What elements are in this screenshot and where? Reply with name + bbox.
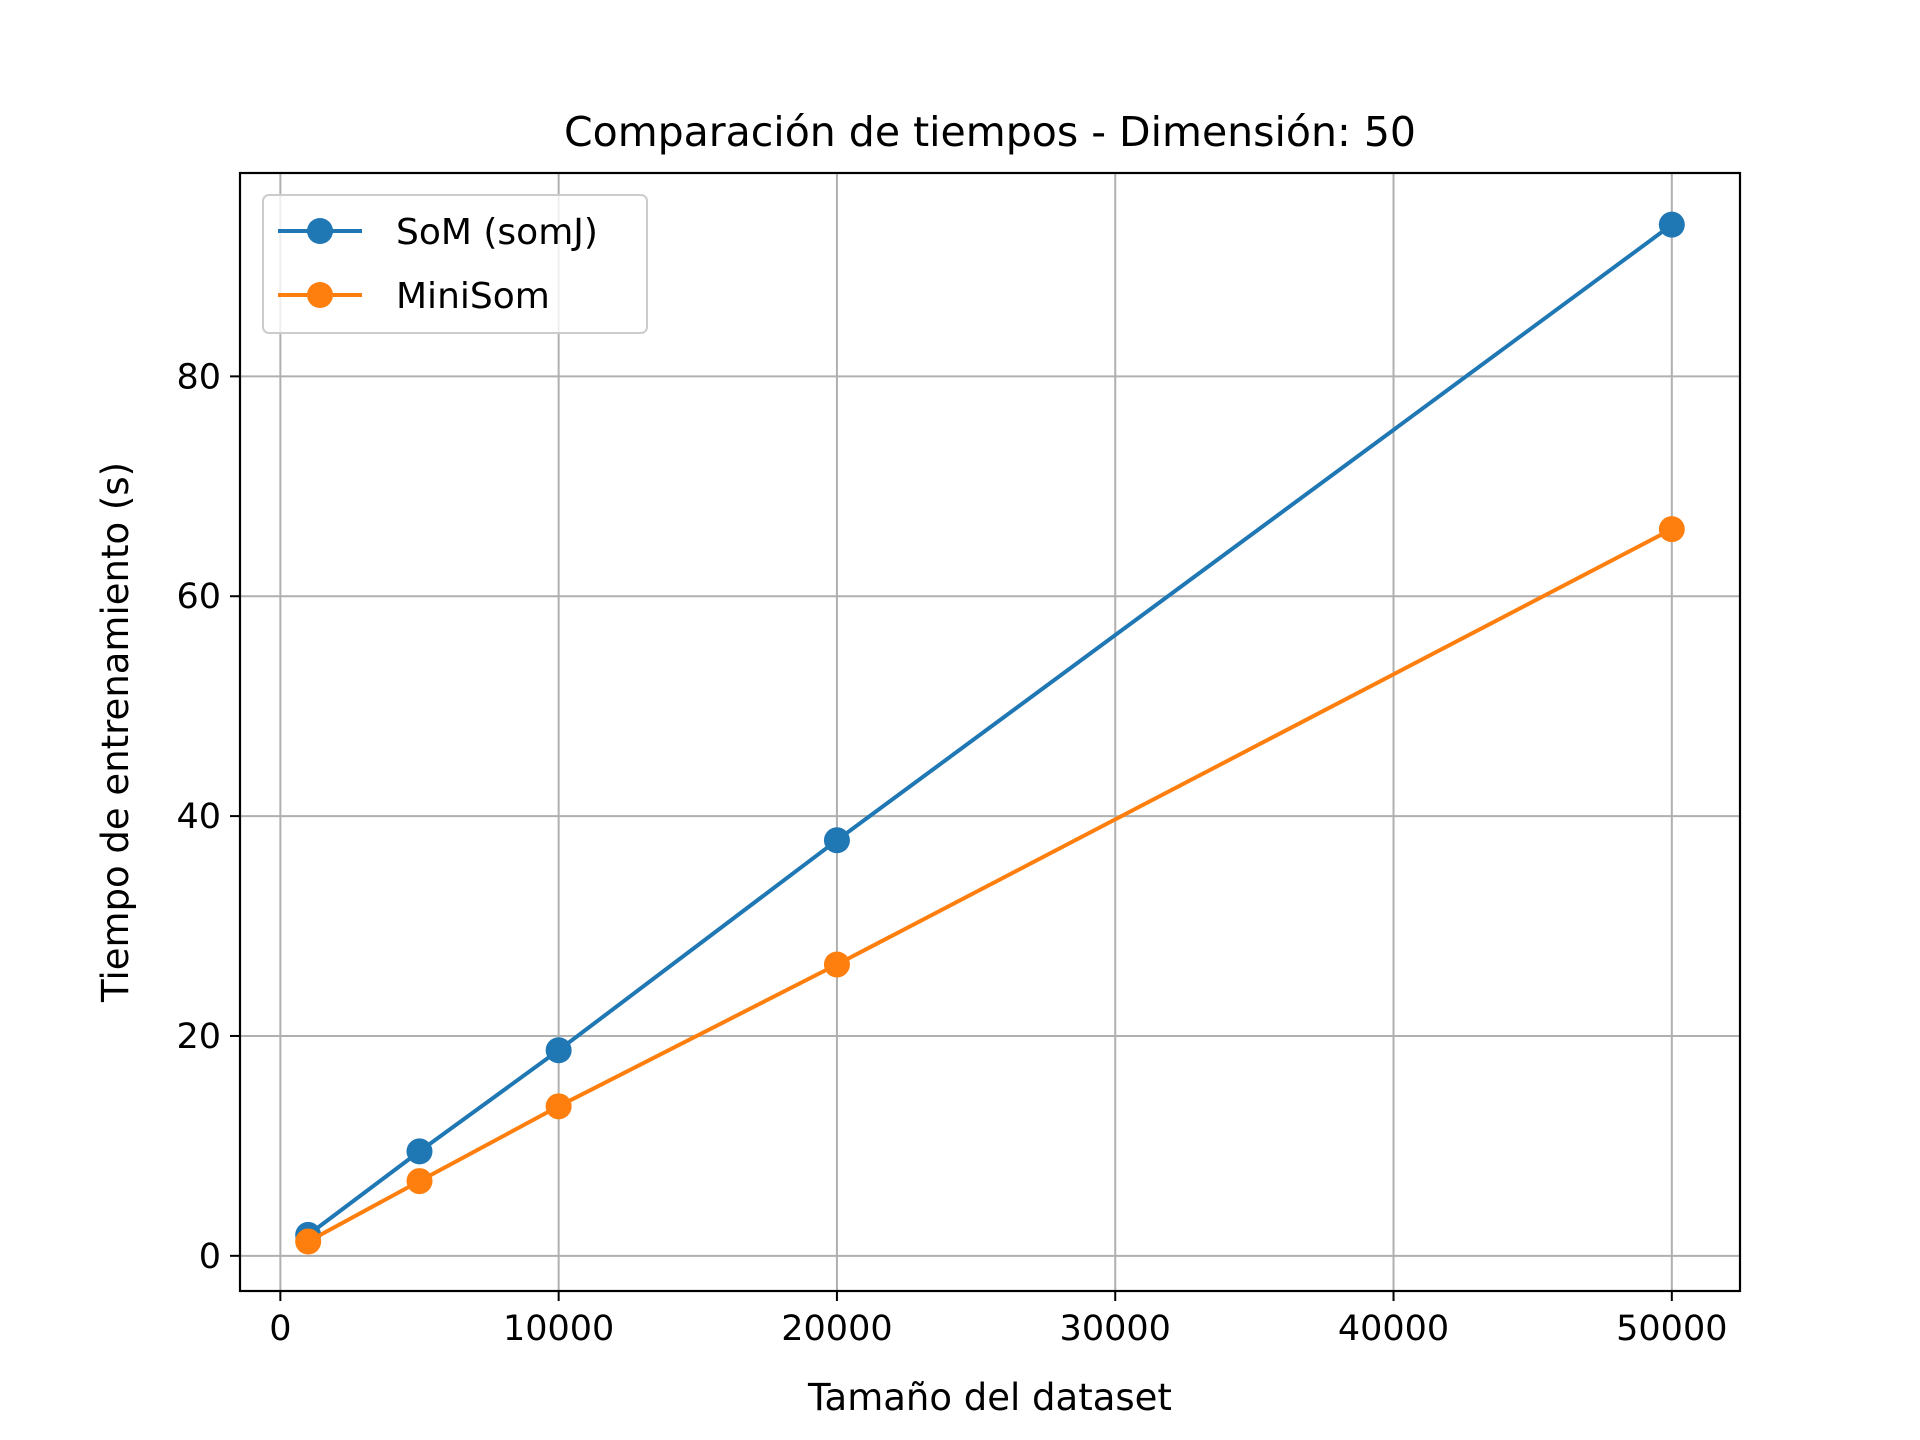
x-tick-label: 20000 (781, 1309, 892, 1349)
legend-label-minisom: MiniSom (396, 276, 550, 317)
y-axis-label: Tiempo de entrenamiento (s) (94, 462, 137, 1003)
y-tick-label: 80 (176, 357, 221, 397)
y-tick-label: 20 (176, 1017, 221, 1057)
x-tick-label: 30000 (1060, 1309, 1171, 1349)
x-tick-label: 0 (269, 1309, 291, 1349)
data-point-som-somj (823, 827, 850, 854)
legend-label-somj: SoM (somJ) (396, 212, 598, 253)
ticks: 0 10000 20000 30000 40000 50000 0 20 40 60 80 (176, 357, 1727, 1349)
chart-title: Comparación de tiempos - Dimensión: 50 (564, 108, 1416, 156)
legend-marker-somj (307, 218, 333, 244)
series-layer (295, 211, 1685, 1255)
data-point-som-somj (545, 1037, 572, 1064)
legend-marker-minisom (307, 282, 333, 308)
y-tick-label: 40 (176, 797, 221, 837)
x-tick-label: 40000 (1338, 1309, 1449, 1349)
x-tick-label: 10000 (503, 1309, 614, 1349)
x-tick-label: 50000 (1616, 1309, 1727, 1349)
y-tick-label: 60 (176, 577, 221, 617)
legend: SoM (somJ) MiniSom (262, 194, 648, 334)
data-point-minisom (823, 951, 850, 978)
data-point-minisom (1658, 516, 1685, 543)
data-point-minisom (295, 1228, 322, 1255)
plot-frame (238, 171, 1742, 1293)
y-tick-label: 0 (199, 1237, 221, 1277)
x-axis-label: Tamaño del dataset (807, 1376, 1172, 1419)
data-point-som-somj (406, 1138, 433, 1165)
data-point-som-somj (1658, 211, 1685, 238)
grid (240, 173, 1740, 1291)
data-point-minisom (545, 1093, 572, 1120)
data-point-minisom (406, 1168, 433, 1195)
